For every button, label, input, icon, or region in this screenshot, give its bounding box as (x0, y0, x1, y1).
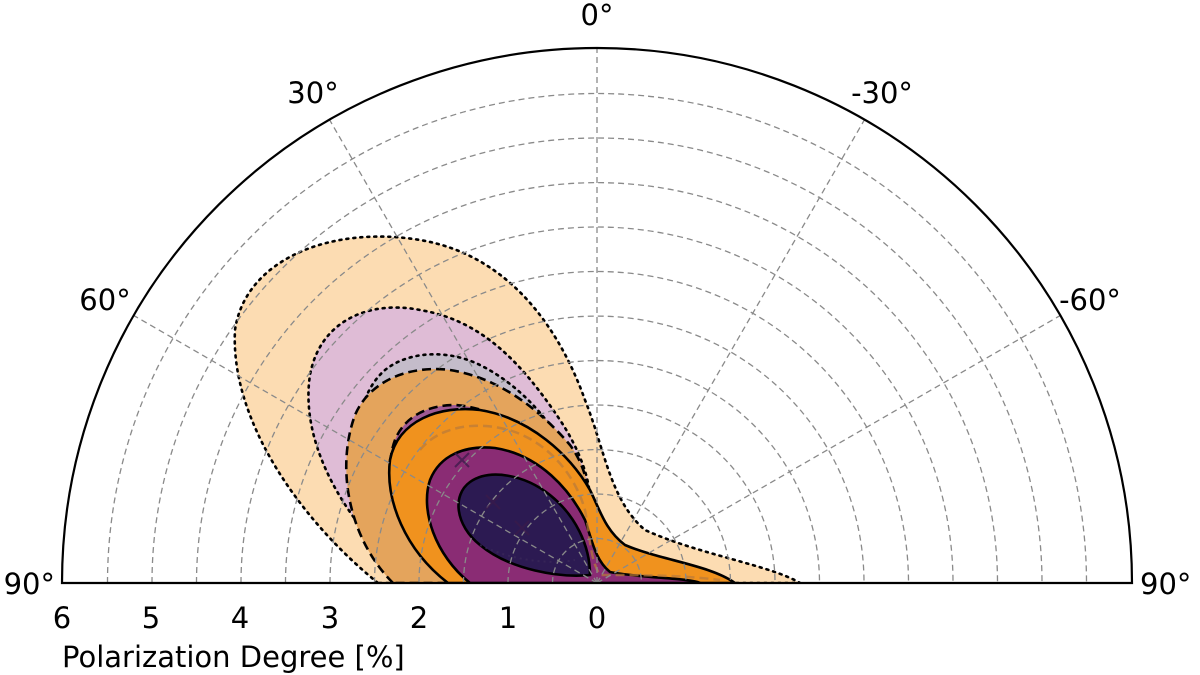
radial-tick-6: 6 (53, 601, 71, 635)
radial-tick-4: 4 (231, 601, 249, 635)
angle-label-60: 60° (79, 283, 130, 317)
radial-tick-3: 3 (321, 601, 339, 635)
angle-label-90-left: 90° (4, 567, 55, 601)
x-marker-1 (454, 452, 470, 468)
polar-frame (60, 46, 1134, 585)
x-axis-label: Polarization Degree [%] (62, 640, 405, 674)
radial-tick-1: 1 (499, 601, 517, 635)
angle-label-90-right: 90° (1140, 567, 1191, 601)
angle-label-neg60: -60° (1059, 283, 1121, 317)
radial-tick-labels: 6 5 4 3 2 1 0 (53, 601, 606, 635)
peak-markers (454, 452, 530, 536)
radial-tick-5: 5 (142, 601, 160, 635)
contour-layers (233, 235, 805, 583)
radial-tick-2: 2 (410, 601, 428, 635)
radial-tick-0: 0 (588, 601, 606, 635)
angle-label-neg30: -30° (851, 76, 913, 110)
x-marker-2 (485, 494, 501, 510)
x-marker-3 (514, 520, 530, 536)
angular-grid (133, 48, 1061, 584)
angle-label-30: 30° (287, 76, 338, 110)
angle-labels: 0° 30° -30° 60° -60° 90° 90° (4, 0, 1192, 601)
angle-label-0: 0° (581, 0, 614, 32)
radial-grid (106, 92, 1088, 584)
contour-overlay-dashed (419, 424, 721, 582)
